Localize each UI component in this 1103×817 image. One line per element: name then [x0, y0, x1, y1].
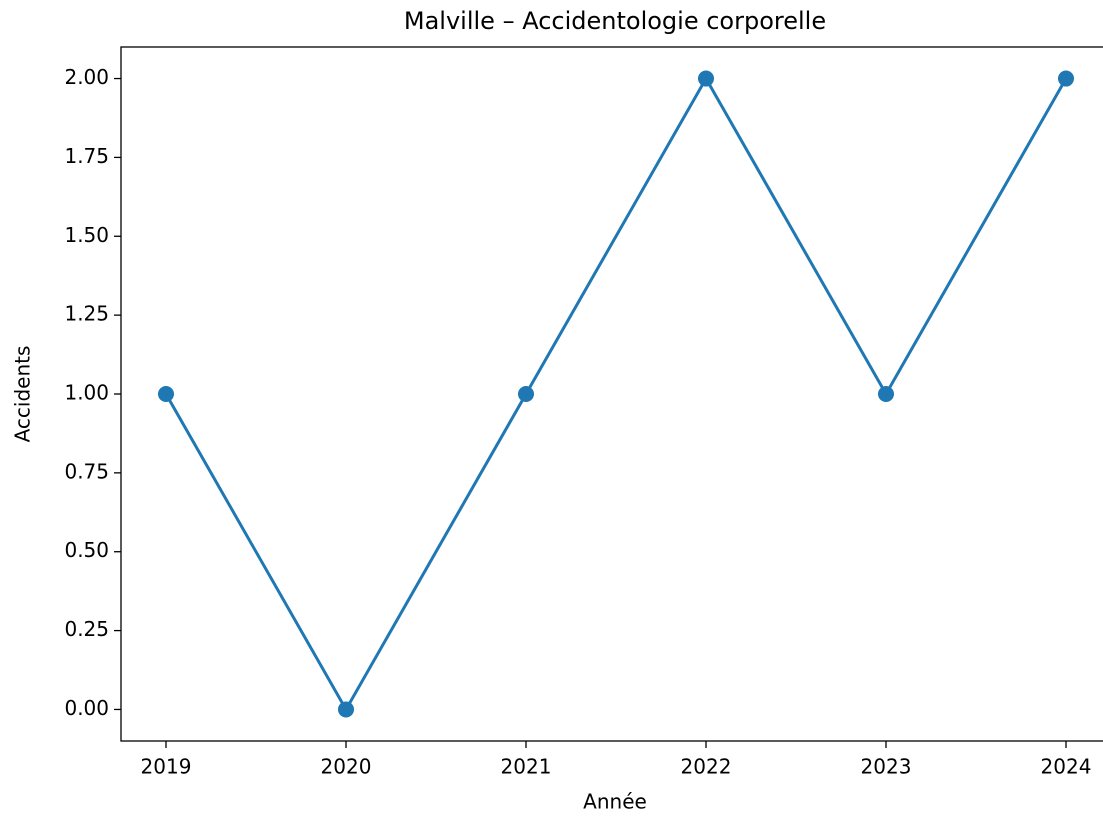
- y-tick-label: 2.00: [64, 65, 109, 89]
- point: [518, 386, 534, 402]
- point: [698, 70, 714, 87]
- x-tick-label: 2020: [321, 755, 372, 779]
- y-tick-label: 1.50: [64, 223, 109, 247]
- y-tick-label: 0.50: [64, 538, 109, 562]
- point: [1058, 70, 1074, 87]
- x-tick-label: 2019: [141, 755, 192, 779]
- point: [158, 386, 174, 402]
- x-tick-label: 2024: [1041, 755, 1092, 779]
- y-tick-label: 0.00: [64, 696, 109, 720]
- point: [338, 701, 354, 718]
- y-tick-label: 1.25: [64, 302, 109, 326]
- point: [878, 386, 894, 402]
- x-tick-label: 2023: [861, 755, 912, 779]
- y-axis-label: Accidents: [11, 346, 35, 443]
- x-tick-label: 2022: [681, 755, 732, 779]
- plot-frame: [120, 46, 1103, 742]
- x-tick-label: 2021: [501, 755, 552, 779]
- x-axis-label: Année: [583, 790, 647, 814]
- y-tick-label: 0.25: [64, 617, 109, 641]
- line: [164, 75, 1068, 713]
- y-tick-label: 0.75: [64, 459, 109, 483]
- chart-title: Malville – Accidentologie corporelle: [404, 7, 826, 35]
- y-tick-label: 1.00: [64, 381, 109, 405]
- y-tick-label: 1.75: [64, 144, 109, 168]
